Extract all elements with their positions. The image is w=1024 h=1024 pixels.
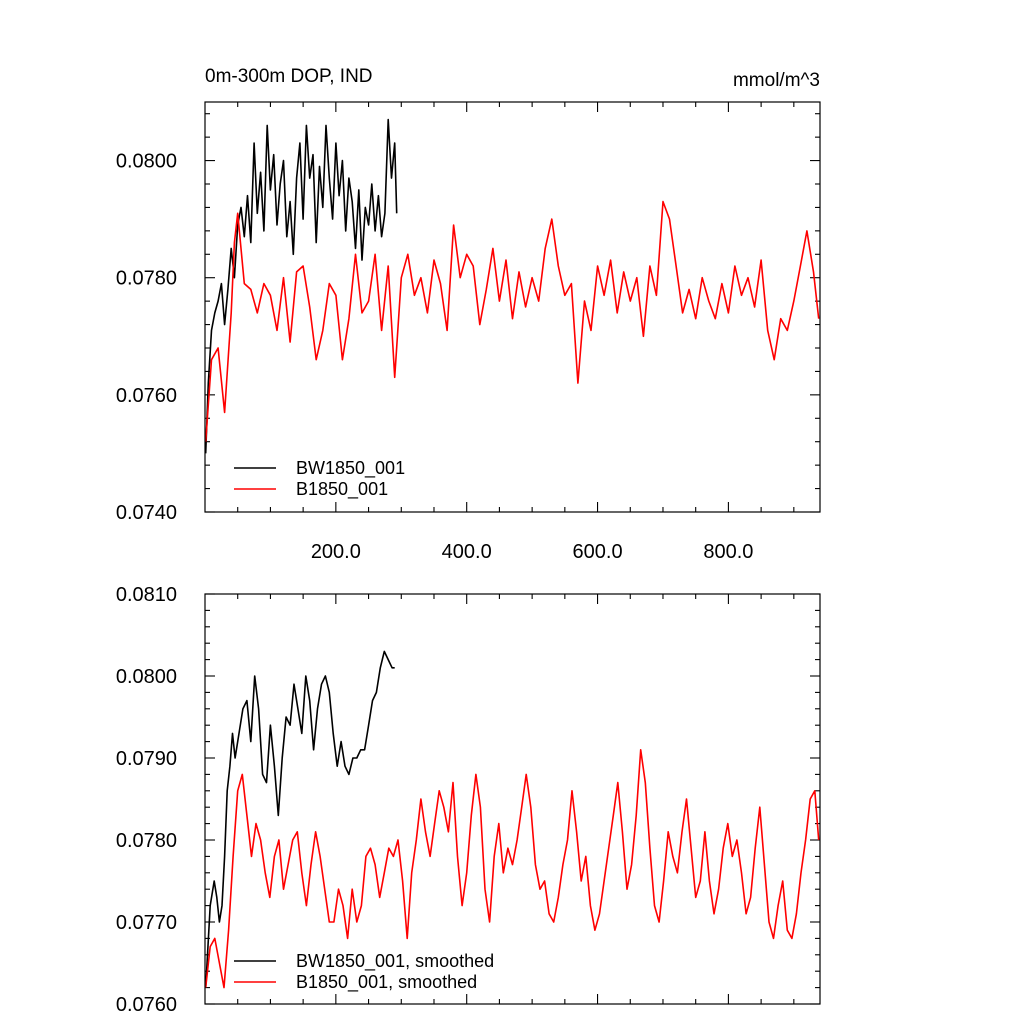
bottom-panel-series [204, 650, 820, 989]
top-panel-frame [204, 101, 821, 513]
legend-label: BW1850_001 [296, 458, 405, 479]
top-panel: 0m-300m DOP, IND mmol/m^3 0.07400.07600.… [116, 66, 821, 563]
x-tick-label: 400.0 [442, 541, 492, 563]
y-tick-label: 0.0760 [116, 994, 177, 1016]
x-tick-label: 800.0 [703, 541, 753, 563]
y-tick-label: 0.0740 [116, 502, 177, 524]
series-line-bw1850 [204, 650, 395, 988]
y-tick-label: 0.0780 [116, 830, 177, 852]
y-tick-label: 0.0810 [116, 584, 177, 606]
y-tick-label: 0.0780 [116, 268, 177, 290]
y-tick-label: 0.0800 [116, 666, 177, 688]
top-panel-ticks: 0.0740 0.0760 0.0780 0.0800 200.0 400.0 600.0 8… [116, 102, 820, 563]
y-tick-label: 0.0800 [116, 151, 177, 173]
y-tick-label: 0.0760 [116, 385, 177, 407]
bottom-panel-frame [204, 593, 821, 1005]
series-line-b1850 [204, 200, 820, 442]
x-tick-label: 200.0 [311, 541, 361, 563]
top-panel-series [204, 118, 820, 454]
y-tick-label: 0.0770 [116, 912, 177, 934]
bottom-panel-ticks: 0.0760 0.0770 0.0780 0.0790 0.0800 0.0810 [116, 584, 820, 1016]
y-tick-label: 0.0790 [116, 748, 177, 770]
bottom-panel: 0.0760 0.0770 0.0780 0.0790 0.0800 0.0810 BW1… [116, 584, 821, 1016]
legend-label: BW1850_001, smoothed [296, 951, 494, 972]
series-line-b1850 [204, 748, 820, 989]
chart-title: 0m-300m DOP, IND [205, 66, 373, 87]
series-line-bw1850 [204, 118, 398, 454]
legend-label: B1850_001, smoothed [296, 972, 477, 993]
x-tick-label: 600.0 [573, 541, 623, 563]
legend-label: B1850_001 [296, 479, 388, 500]
units-label: mmol/m^3 [733, 70, 820, 91]
